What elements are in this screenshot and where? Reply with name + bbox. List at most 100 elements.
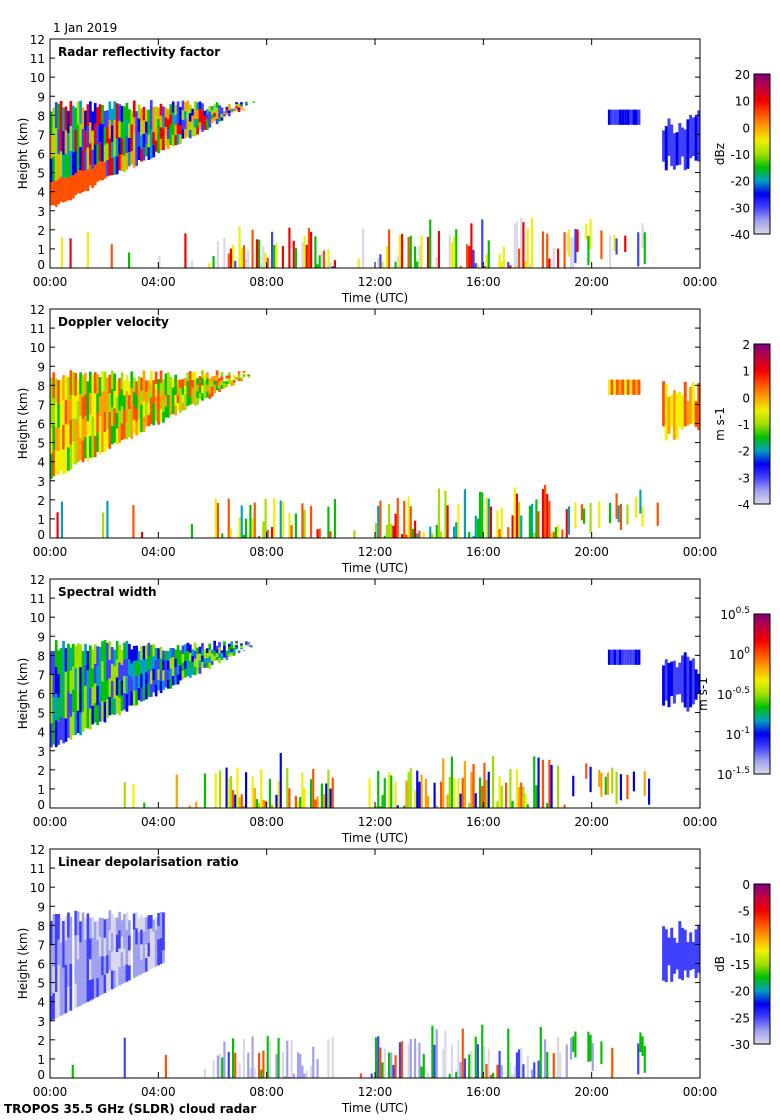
echo-cell (191, 395, 195, 404)
echo-cell (108, 411, 112, 431)
echo-cell (511, 1074, 514, 1078)
echo-cell (132, 784, 135, 808)
x-tick-label: 00:00 (33, 1085, 68, 1099)
echo-cell (266, 1036, 269, 1078)
echo-cell (145, 380, 148, 393)
echo-cell (247, 645, 251, 647)
echo-cell (520, 515, 523, 538)
echo-cell (249, 504, 252, 538)
echo-cell (154, 371, 158, 384)
echo-cell (405, 534, 408, 538)
echo-cell (641, 1036, 644, 1056)
y-tick-label: 2 (37, 1034, 45, 1048)
echo-cell (84, 918, 87, 940)
echo-cell (212, 255, 215, 268)
panel-title: Radar reflectivity factor (58, 45, 220, 59)
echo-cell (502, 246, 505, 268)
y-tick-label: 7 (37, 398, 45, 412)
echo-cell (181, 394, 185, 403)
echo-cell (193, 109, 197, 119)
echo-cell (213, 116, 217, 121)
echo-cell (125, 912, 129, 930)
echo-cell (320, 783, 323, 808)
echo-cell (520, 217, 523, 268)
echo-cell (629, 109, 633, 125)
echo-cell (140, 135, 143, 149)
echo-cell (96, 977, 100, 997)
echo-cell (208, 393, 212, 399)
echo-cell (113, 138, 117, 157)
echo-cell (203, 110, 207, 116)
echo-cell (142, 147, 146, 161)
echo-cell (115, 156, 119, 175)
echo-cell (86, 147, 90, 170)
echo-cell (91, 705, 95, 725)
echo-cell (59, 966, 63, 992)
echo-cell (152, 402, 156, 415)
echo-cell (106, 500, 109, 538)
y-tick-label: 0 (37, 1068, 45, 1082)
echo-cell (225, 110, 229, 113)
echo-cell (394, 1055, 397, 1078)
echo-cell (474, 263, 477, 268)
echo-cell (220, 117, 224, 121)
echo-cell (110, 425, 114, 445)
echo-cell (79, 667, 82, 690)
echo-cell (186, 659, 190, 668)
echo-cell (196, 110, 199, 119)
echo-cell (279, 752, 282, 808)
echo-cell (613, 235, 616, 251)
echo-cell (106, 159, 109, 177)
echo-cell (98, 684, 102, 703)
echo-cell (215, 656, 219, 661)
echo-cell (626, 649, 630, 665)
echo-cell (174, 667, 178, 676)
echo-cell (167, 660, 170, 670)
echo-cell (181, 110, 185, 120)
echo-cell (154, 917, 158, 930)
echo-cell (215, 645, 219, 650)
echo-cell (115, 428, 119, 445)
echo-cell (62, 178, 65, 203)
echo-cell (435, 257, 438, 268)
echo-cell (203, 663, 207, 668)
echo-cell (71, 371, 75, 396)
echo-cell (240, 378, 243, 380)
echo-cell (167, 679, 170, 689)
echo-field (50, 910, 700, 1078)
echo-cell (176, 387, 180, 396)
echo-cell (149, 410, 153, 425)
y-axis-label: Height (km) (16, 658, 30, 729)
colorbar-tick-label: -5 (738, 905, 750, 919)
echo-cell (91, 978, 95, 1000)
echo-cell (169, 668, 173, 679)
echo-cell (98, 415, 102, 436)
echo-cell (62, 154, 65, 179)
echo-cell (203, 380, 207, 387)
echo-cell (520, 782, 523, 808)
echo-cell (223, 383, 226, 386)
echo-cell (483, 1046, 486, 1078)
echo-cell (79, 984, 82, 1006)
echo-cell (149, 955, 153, 970)
echo-cell (101, 641, 104, 662)
echo-cell (667, 118, 671, 156)
echo-cell (301, 772, 304, 808)
echo-cell (81, 107, 85, 129)
echo-cell (227, 647, 231, 651)
echo-cell (57, 721, 61, 745)
echo-cell (74, 107, 78, 130)
echo-cell (76, 688, 80, 711)
echo-cell (440, 531, 443, 538)
echo-cell (201, 661, 204, 669)
echo-cell (123, 676, 126, 693)
echo-cell (123, 122, 126, 140)
echo-cell (260, 262, 263, 268)
echo-cell (50, 158, 53, 182)
echo-cell (188, 121, 192, 130)
echo-cell (223, 1041, 226, 1078)
echo-cell (54, 693, 58, 721)
echo-cell (546, 493, 549, 538)
echo-cell (120, 154, 124, 172)
echo-cell (167, 129, 170, 139)
